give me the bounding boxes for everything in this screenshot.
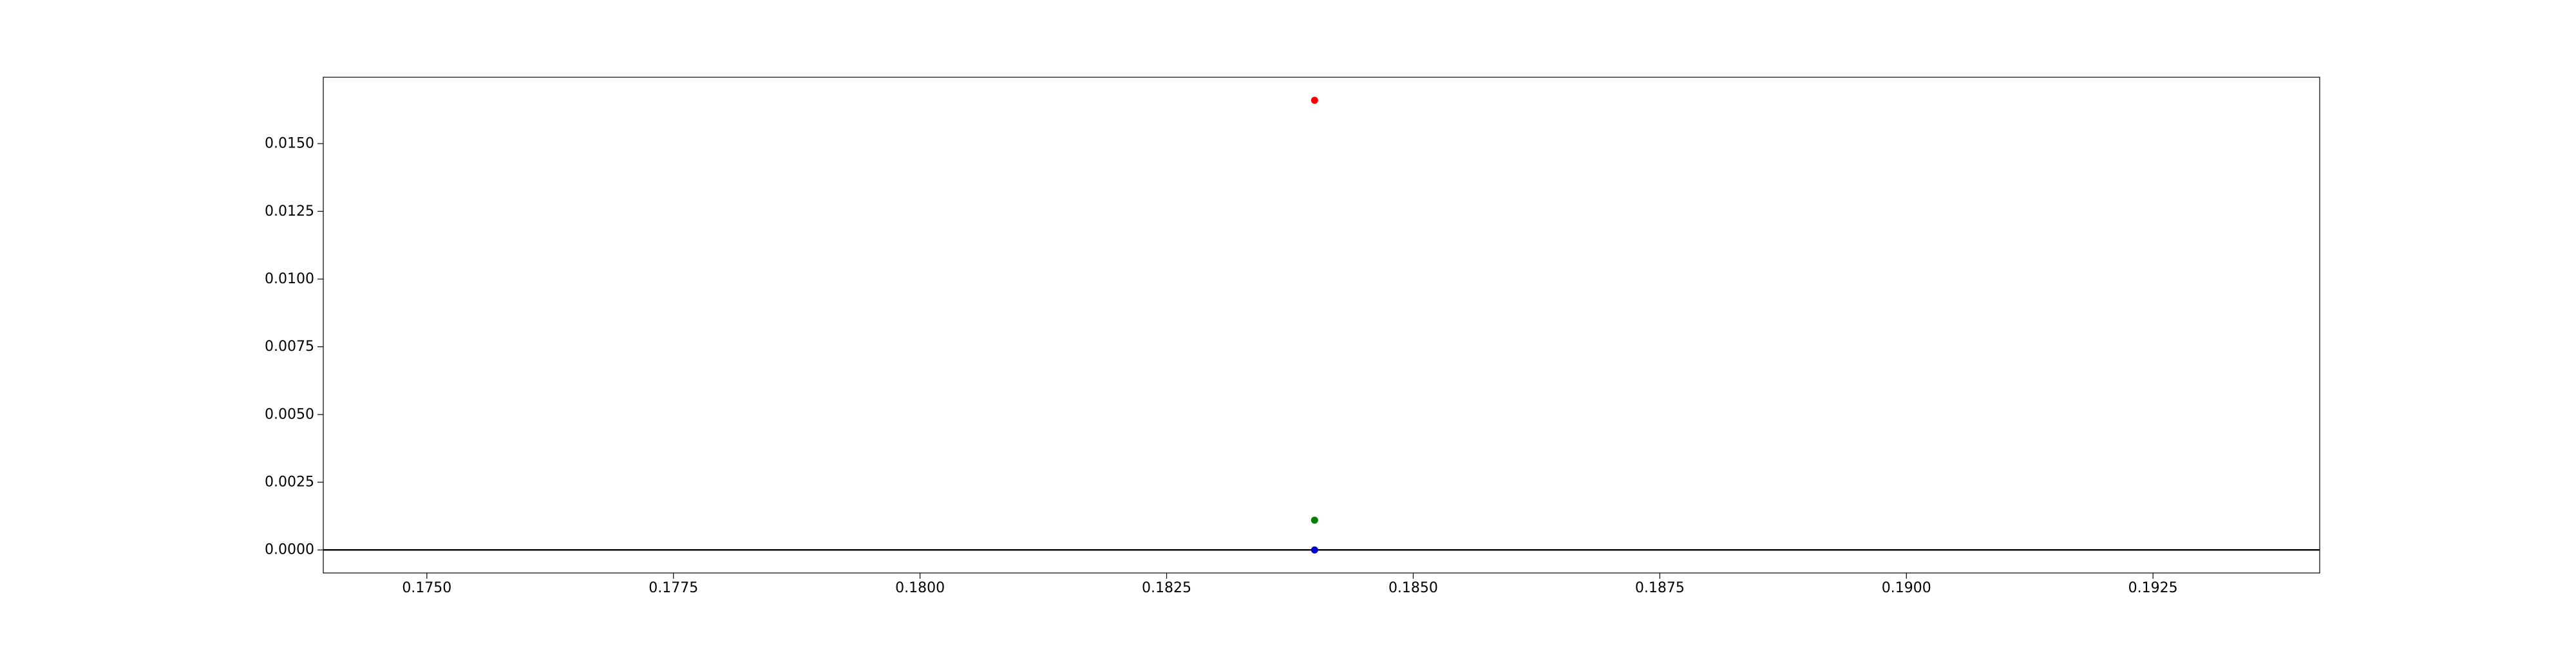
x-tick-label: 0.1900 [1882, 580, 1931, 596]
y-tick-label: 0.0150 [265, 136, 314, 152]
data-point [1311, 546, 1318, 554]
x-tick-label: 0.1875 [1635, 580, 1685, 596]
plot-area-frame [323, 77, 2320, 574]
x-tick-label: 0.1800 [895, 580, 945, 596]
data-points [1311, 97, 1318, 554]
x-axis-ticks: 0.1750 0.1775 0.1800 0.1825 0.1850 0.1875 0.19… [402, 573, 2178, 596]
y-tick-label: 0.0125 [265, 203, 314, 220]
y-tick-label: 0.0000 [265, 542, 314, 558]
y-tick-label: 0.0050 [265, 406, 314, 422]
x-tick-label: 0.1825 [1142, 580, 1191, 596]
x-tick-label: 0.1775 [649, 580, 698, 596]
data-point [1311, 97, 1318, 104]
x-tick-label: 0.1750 [402, 580, 451, 596]
x-tick-label: 0.1850 [1388, 580, 1438, 596]
x-tick-label: 0.1925 [2128, 580, 2178, 596]
y-axis-ticks: 0.0000 0.0025 0.0050 0.0075 0.0100 0.0125 0.01… [265, 136, 323, 558]
y-tick-label: 0.0100 [265, 271, 314, 287]
data-point [1311, 516, 1318, 524]
y-tick-label: 0.0025 [265, 474, 314, 491]
y-tick-label: 0.0075 [265, 339, 314, 355]
